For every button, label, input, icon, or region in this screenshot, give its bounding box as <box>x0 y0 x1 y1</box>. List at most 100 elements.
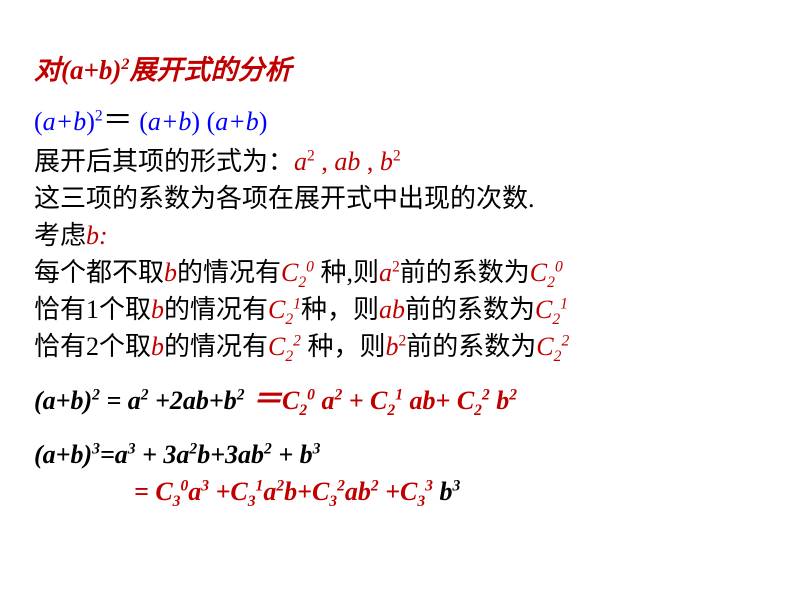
line-4: 考虑b: <box>34 218 760 253</box>
l6i: 前的系数为 <box>405 295 535 324</box>
l7h: b <box>385 332 398 361</box>
l6f: 1 <box>293 295 301 312</box>
l5a: 每个都不取 <box>34 258 164 287</box>
l8t: 2 <box>509 386 517 403</box>
l3a: 这三项的系数为各项在展开式中出现的次数. <box>34 184 535 213</box>
l6j: C <box>535 295 552 324</box>
l9g: b+3ab <box>197 440 264 469</box>
l2b: a <box>294 147 307 176</box>
t1: 对( <box>34 55 70 85</box>
l7g: 种，则 <box>301 332 386 361</box>
l8q: 2 <box>474 402 482 419</box>
l5f: 0 <box>306 258 314 275</box>
l5b: b <box>164 258 177 287</box>
l8o: 1 <box>395 386 403 403</box>
l10k: b+C <box>284 477 329 506</box>
l10p: +C <box>379 477 418 506</box>
l6l: 1 <box>560 295 568 312</box>
line-1: (a+b)2＝ (a+b) (a+b) <box>34 101 760 142</box>
l5d: C <box>281 258 298 287</box>
l10r: 3 <box>425 477 433 494</box>
l1i: ) <box>259 107 268 136</box>
l9j: 3 <box>313 440 321 457</box>
l1b: a+b <box>43 107 87 136</box>
l8a: (a+b) <box>34 386 92 415</box>
l4a: 考虑 <box>34 221 86 250</box>
line-5: 每个都不取b的情况有C20 种,则a2前的系数为C20 <box>34 255 760 290</box>
l8m: + C <box>342 386 387 415</box>
l5e: 2 <box>298 274 306 291</box>
l5c: 的情况有 <box>177 258 281 287</box>
l1eq: ＝ <box>103 104 133 137</box>
l10e: 3 <box>201 477 209 494</box>
l5j: 前的系数为 <box>400 258 530 287</box>
l5m: 0 <box>555 258 563 275</box>
l1f: a+b <box>148 107 192 136</box>
l9a: (a+b) <box>34 440 92 469</box>
l6g: 种，则 <box>301 295 379 324</box>
l1h: a+b <box>215 107 259 136</box>
line-9: (a+b)3=a3 + 3a2b+3ab2 + b3 <box>34 437 760 472</box>
l10s: b <box>433 477 453 506</box>
l10m: 2 <box>337 477 345 494</box>
l7e: 2 <box>285 348 293 365</box>
l6d: C <box>268 295 285 324</box>
line-6: 恰有1个取b的情况有C21种，则ab前的系数为C21 <box>34 292 760 327</box>
l7f: 2 <box>293 332 301 349</box>
t2: a+b <box>70 55 112 85</box>
l8s: b <box>490 386 510 415</box>
l2h: 2 <box>393 147 401 164</box>
l5k: C <box>530 258 547 287</box>
l7c: 的情况有 <box>164 332 268 361</box>
l6c: 的情况有 <box>164 295 268 324</box>
l10j: 2 <box>276 477 284 494</box>
l5i: 2 <box>392 258 400 275</box>
l7b: b <box>151 332 164 361</box>
l6b: b <box>151 295 164 324</box>
l7l: 2 <box>554 348 562 365</box>
l10i: a <box>263 477 276 506</box>
l10b: 3 <box>173 493 181 510</box>
l10l: 3 <box>329 493 337 510</box>
l7j: 前的系数为 <box>406 332 536 361</box>
l7d: C <box>268 332 285 361</box>
l8j: 0 <box>307 386 315 403</box>
line-7: 恰有2个取b的情况有C22 种，则b2前的系数为C22 <box>34 329 760 364</box>
l8c: = a <box>100 386 141 415</box>
line-8: (a+b)2 = a2 +2ab+b2 ＝C20 a2 + C21 ab+ C2… <box>34 380 760 421</box>
l8k: a <box>315 386 335 415</box>
l9b: 3 <box>92 440 100 457</box>
l2c: 2 <box>307 147 315 164</box>
l10g: 3 <box>248 493 256 510</box>
l7m: 2 <box>561 332 569 349</box>
l8p: ab+ C <box>403 386 474 415</box>
l8i: 2 <box>299 402 307 419</box>
l1c: ) <box>86 107 95 136</box>
l6h: ab <box>379 295 405 324</box>
l9h: 2 <box>264 440 272 457</box>
l10f: +C <box>209 477 248 506</box>
l2f: , <box>360 147 380 176</box>
l6a: 恰有1个取 <box>34 295 151 324</box>
line-2: 展开后其项的形式为：a2 , ab , b2 <box>34 144 760 179</box>
l9e: + 3a <box>136 440 190 469</box>
l10t: 3 <box>452 477 460 494</box>
l5l: 2 <box>547 274 555 291</box>
l10q: 3 <box>417 493 425 510</box>
l8g: ＝ <box>245 383 283 416</box>
l5h: a <box>379 258 392 287</box>
l1a: ( <box>34 107 43 136</box>
l7k: C <box>536 332 553 361</box>
l9i: + b <box>272 440 313 469</box>
l2e: ab <box>334 147 360 176</box>
l10d: a <box>188 477 201 506</box>
l8b: 2 <box>92 386 100 403</box>
l7a: 恰有2个取 <box>34 332 151 361</box>
l6k: 2 <box>552 311 560 328</box>
l2g: b <box>380 147 393 176</box>
l8e: +2ab+b <box>149 386 237 415</box>
l10a: = C <box>134 477 173 506</box>
l8n: 2 <box>387 402 395 419</box>
l1e: ( <box>139 107 148 136</box>
title-line: 对(a+b)2展开式的分析 <box>34 48 760 87</box>
